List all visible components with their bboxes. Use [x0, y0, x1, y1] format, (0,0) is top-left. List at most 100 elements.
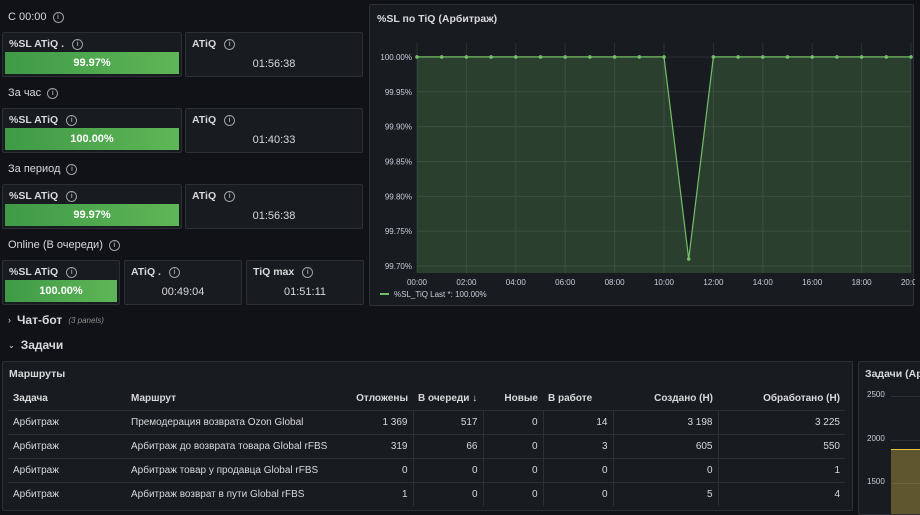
- column-header[interactable]: Создано (Н): [654, 392, 713, 404]
- data-point[interactable]: [859, 55, 864, 59]
- table-cell: 1: [717, 458, 845, 483]
- column-header[interactable]: Маршрут: [131, 392, 177, 404]
- column-header[interactable]: Обработано (Н): [763, 392, 840, 404]
- table-cell: Арбитраж до возврата товара Global rFBS: [126, 434, 341, 459]
- table-cell: 0: [482, 458, 543, 483]
- info-icon[interactable]: i: [47, 87, 59, 99]
- stat-panel-sl-atiq: %SL ATiQ i 100.00%: [2, 108, 182, 153]
- data-point[interactable]: [563, 55, 567, 59]
- table-cell: 0: [341, 458, 413, 483]
- stat-panel-atiq: ATiQ i 01:56:38: [185, 184, 363, 229]
- data-point[interactable]: [662, 55, 666, 59]
- data-point[interactable]: [785, 55, 790, 59]
- series-area: [417, 56, 911, 274]
- info-icon[interactable]: i: [66, 114, 78, 126]
- data-point[interactable]: [761, 55, 765, 59]
- table-cell: Арбитраж: [8, 410, 126, 435]
- stat-panel-online-sl-atiq: %SL ATiQ i 100.00%: [2, 260, 120, 305]
- stat-value: 01:56:38: [252, 58, 296, 70]
- table-cell: 1: [341, 482, 413, 506]
- info-icon[interactable]: i: [66, 266, 78, 278]
- x-tick-label: 06:00: [555, 278, 576, 287]
- table-cell: Премодерация возврата Ozon Global: [126, 410, 341, 435]
- row-chat-bot[interactable]: › Чат-бот (3 panels): [8, 313, 104, 327]
- stat-value: 01:51:11: [283, 286, 326, 298]
- data-point[interactable]: [612, 55, 617, 59]
- x-tick-label: 14:00: [753, 278, 774, 287]
- info-icon[interactable]: i: [302, 266, 314, 278]
- table-row[interactable]: Арбитраж Арбитраж до возврата товара Glob…: [8, 434, 845, 459]
- info-icon[interactable]: i: [224, 190, 236, 202]
- table-cell: 4: [717, 482, 845, 506]
- y-tick-label: 1500: [867, 477, 885, 486]
- stat-value: 01:56:38: [252, 210, 296, 222]
- data-point[interactable]: [736, 55, 740, 59]
- data-point[interactable]: [835, 55, 839, 59]
- table-cell: 319: [341, 434, 413, 459]
- info-icon[interactable]: i: [52, 11, 64, 23]
- table-cell: 0: [542, 482, 613, 506]
- x-tick-label: 02:00: [456, 278, 477, 287]
- routes-table: Задача Маршрут Отложены В очереди ↓ Новы…: [8, 386, 845, 506]
- data-point[interactable]: [538, 55, 543, 59]
- data-point[interactable]: [884, 55, 889, 59]
- section-title-online: Online (В очереди) i: [8, 239, 120, 251]
- table-cell: 1 369: [341, 410, 413, 435]
- x-tick-label: 04:00: [506, 278, 527, 287]
- data-point[interactable]: [514, 55, 518, 59]
- info-icon[interactable]: i: [224, 38, 236, 50]
- column-header[interactable]: В очереди ↓: [418, 392, 478, 404]
- stat-value: 100.00%: [5, 280, 117, 302]
- table-cell: 5: [612, 482, 718, 506]
- legend-label[interactable]: %SL_TiQ Last *: 100.00%: [394, 290, 487, 299]
- legend-swatch: [380, 293, 389, 295]
- data-point[interactable]: [464, 55, 469, 59]
- table-cell: 0: [412, 458, 483, 483]
- data-point[interactable]: [686, 257, 691, 261]
- data-point[interactable]: [711, 55, 716, 59]
- data-point[interactable]: [489, 55, 493, 59]
- info-icon[interactable]: i: [224, 114, 236, 126]
- table-cell: 550: [717, 434, 845, 459]
- chart-panel: %SL по TiQ (Арбитраж) 100.00% 99.95% 99.90…: [369, 4, 915, 307]
- data-point[interactable]: [588, 55, 592, 59]
- table-cell: 0: [542, 458, 613, 483]
- table-row[interactable]: Арбитраж Арбитраж товар у продавца Global…: [8, 458, 845, 483]
- table-cell: 3 198: [612, 410, 718, 435]
- data-point[interactable]: [909, 55, 913, 59]
- row-tasks[interactable]: ⌄ Задачи: [8, 338, 64, 352]
- table-row[interactable]: Арбитраж Премодерация возврата Ozon Globa…: [8, 410, 845, 435]
- column-header[interactable]: В работе: [548, 392, 593, 404]
- x-tick-label: 16:00: [802, 278, 823, 287]
- x-tick-label: 18:00: [852, 278, 873, 287]
- routes-title: Маршруты: [9, 368, 66, 380]
- data-point[interactable]: [415, 55, 419, 59]
- info-icon[interactable]: i: [66, 163, 78, 175]
- table-cell: 517: [412, 410, 483, 435]
- tasks-side-panel: Задачи (Арб 2500 2000 1500: [858, 361, 920, 515]
- table-cell: 0: [482, 434, 543, 459]
- stat-value: 00:49:04: [161, 286, 205, 298]
- section-title-since-midnight: С 00:00 i: [8, 11, 64, 23]
- y-tick-label: 2000: [867, 434, 885, 443]
- data-point[interactable]: [637, 55, 642, 59]
- data-point[interactable]: [439, 55, 444, 59]
- column-header[interactable]: Задача: [13, 392, 48, 404]
- info-icon[interactable]: i: [72, 38, 84, 50]
- routes-panel: Маршруты Задача Маршрут Отложены В очере…: [2, 361, 853, 511]
- info-icon[interactable]: i: [168, 266, 180, 278]
- section-title-period: За период i: [8, 163, 78, 175]
- column-header[interactable]: Новые: [504, 392, 538, 404]
- stat-panel-atiq: ATiQ i 01:56:38: [185, 32, 363, 77]
- info-icon[interactable]: i: [108, 239, 120, 251]
- column-header[interactable]: Отложены: [356, 392, 408, 404]
- x-tick-label: 00:00: [407, 278, 428, 287]
- table-row[interactable]: Арбитраж Арбитраж возврат в пути Global r…: [8, 482, 845, 506]
- x-tick-label: 20:00: [901, 278, 915, 287]
- table-cell: 66: [412, 434, 483, 459]
- data-point[interactable]: [810, 55, 814, 59]
- sl-line-chart[interactable]: 100.00% 99.95% 99.90% 99.85% 99.80% 99.75% 99.…: [370, 5, 915, 307]
- y-tick-label: 100.00%: [380, 53, 412, 62]
- x-tick-label: 10:00: [654, 278, 675, 287]
- info-icon[interactable]: i: [66, 190, 78, 202]
